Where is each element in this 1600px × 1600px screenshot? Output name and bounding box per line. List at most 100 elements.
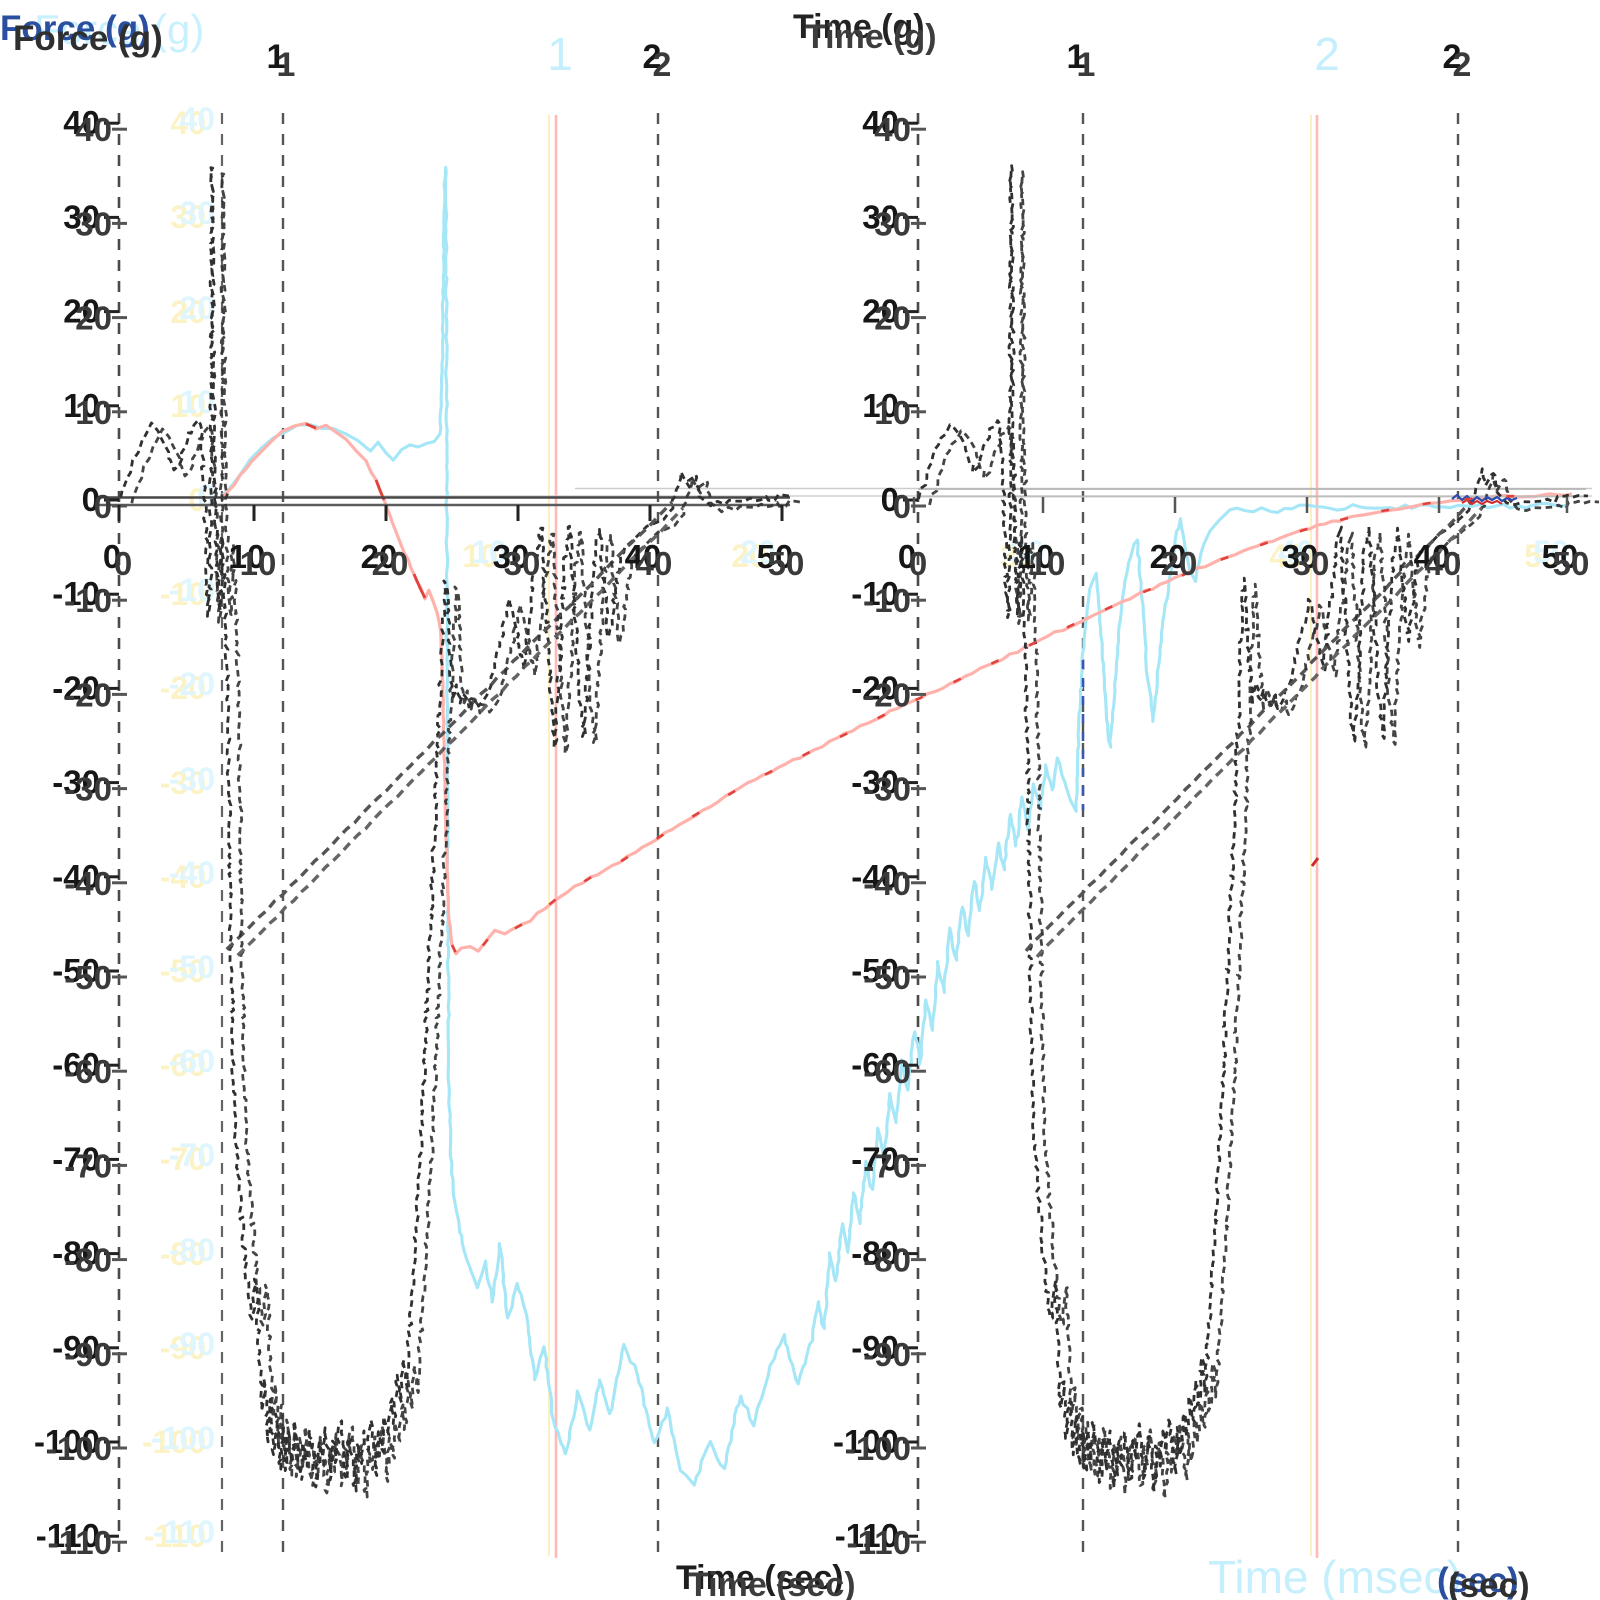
- svg-text:-100: -100: [833, 1423, 899, 1460]
- svg-text:0: 0: [94, 488, 112, 525]
- svg-text:-20: -20: [64, 676, 112, 713]
- svg-text:40: 40: [1278, 534, 1314, 570]
- svg-text:40: 40: [636, 545, 673, 582]
- svg-text:Time (g): Time (g): [793, 8, 925, 46]
- svg-text:-40: -40: [169, 855, 215, 891]
- svg-text:40: 40: [1425, 545, 1462, 582]
- svg-text:30: 30: [1282, 538, 1319, 575]
- svg-text:10: 10: [462, 538, 498, 574]
- svg-text:-10: -10: [851, 575, 899, 612]
- svg-text:40: 40: [862, 104, 899, 141]
- svg-text:40: 40: [1414, 538, 1451, 575]
- svg-text:-20: -20: [863, 676, 911, 713]
- svg-text:-90: -90: [160, 1330, 206, 1366]
- svg-text:0: 0: [114, 545, 132, 582]
- svg-text:20: 20: [361, 538, 398, 575]
- svg-text:-80: -80: [52, 1235, 100, 1272]
- svg-text:20: 20: [740, 534, 776, 570]
- svg-text:-20: -20: [169, 666, 215, 702]
- svg-text:-40: -40: [160, 859, 206, 895]
- svg-text:0: 0: [909, 545, 927, 582]
- svg-text:40: 40: [1269, 538, 1305, 574]
- svg-text:30: 30: [504, 545, 541, 582]
- svg-text:2: 2: [1314, 28, 1340, 80]
- svg-text:-100: -100: [34, 1423, 100, 1460]
- svg-text:-70: -70: [863, 1147, 911, 1184]
- svg-text:1: 1: [277, 46, 296, 84]
- svg-text:40: 40: [75, 111, 112, 148]
- svg-text:-30: -30: [851, 764, 899, 801]
- svg-text:-60: -60: [851, 1046, 899, 1083]
- svg-text:-50: -50: [52, 952, 100, 989]
- svg-text:10: 10: [75, 394, 112, 431]
- svg-text:Time (sec): Time (sec): [676, 1559, 844, 1597]
- svg-text:10: 10: [170, 388, 206, 424]
- svg-text:-70: -70: [64, 1147, 112, 1184]
- svg-text:40: 40: [874, 111, 911, 148]
- svg-text:10: 10: [229, 538, 266, 575]
- svg-text:-10: -10: [160, 576, 206, 612]
- svg-text:-110: -110: [153, 1514, 215, 1550]
- svg-text:10: 10: [240, 545, 277, 582]
- svg-text:-60: -60: [64, 1053, 112, 1090]
- svg-text:-20: -20: [160, 670, 206, 706]
- svg-text:-20: -20: [52, 669, 100, 706]
- svg-text:10: 10: [63, 387, 100, 424]
- svg-text:20: 20: [1150, 538, 1187, 575]
- svg-text:30: 30: [63, 198, 100, 235]
- svg-text:-50: -50: [169, 949, 215, 985]
- svg-text:-100: -100: [46, 1430, 112, 1467]
- svg-text:20: 20: [63, 293, 100, 330]
- svg-text:20: 20: [170, 294, 206, 330]
- svg-text:1: 1: [547, 28, 573, 80]
- svg-text:0: 0: [881, 481, 899, 518]
- svg-text:0: 0: [898, 538, 916, 575]
- svg-text:-80: -80: [863, 1242, 911, 1279]
- svg-text:20: 20: [372, 545, 409, 582]
- svg-text:20: 20: [179, 290, 215, 326]
- svg-text:-10: -10: [863, 582, 911, 619]
- svg-text:-30: -30: [160, 765, 206, 801]
- svg-text:-40: -40: [52, 858, 100, 895]
- svg-text:-60: -60: [169, 1043, 215, 1079]
- svg-text:-80: -80: [64, 1242, 112, 1279]
- svg-text:Time (msec): Time (msec): [1208, 1551, 1462, 1600]
- svg-text:-60: -60: [52, 1046, 100, 1083]
- svg-text:2: 2: [643, 38, 662, 76]
- svg-text:30: 30: [170, 199, 206, 235]
- svg-text:-20: -20: [851, 669, 899, 706]
- svg-text:0: 0: [188, 482, 206, 518]
- svg-text:50: 50: [1524, 538, 1560, 574]
- svg-text:-100: -100: [845, 1430, 911, 1467]
- svg-text:0: 0: [82, 481, 100, 518]
- svg-text:-70: -70: [160, 1141, 206, 1177]
- svg-text:-110: -110: [144, 1518, 206, 1554]
- svg-text:-110: -110: [847, 1524, 911, 1561]
- svg-text:20: 20: [731, 538, 767, 574]
- svg-text:50: 50: [1533, 534, 1569, 570]
- svg-text:-50: -50: [851, 952, 899, 989]
- svg-text:-40: -40: [863, 865, 911, 902]
- svg-text:-100: -100: [151, 1420, 215, 1456]
- svg-text:-80: -80: [160, 1236, 206, 1272]
- svg-text:-10: -10: [52, 575, 100, 612]
- svg-text:Force (g): Force (g): [34, 6, 204, 53]
- svg-text:(sec): (sec): [1437, 1561, 1519, 1600]
- svg-text:50: 50: [1542, 538, 1579, 575]
- svg-text:Time (g): Time (g): [805, 18, 937, 56]
- svg-text:-90: -90: [52, 1329, 100, 1366]
- svg-text:0: 0: [103, 538, 121, 575]
- svg-text:Force (g): Force (g): [0, 9, 150, 48]
- svg-text:30: 30: [862, 198, 899, 235]
- svg-text:1: 1: [1067, 38, 1086, 76]
- svg-text:-60: -60: [160, 1047, 206, 1083]
- svg-text:30: 30: [493, 538, 530, 575]
- svg-text:-70: -70: [851, 1140, 899, 1177]
- svg-text:40: 40: [170, 105, 206, 141]
- svg-text:Time (sec): Time (sec): [688, 1566, 856, 1600]
- svg-text:40: 40: [625, 538, 662, 575]
- svg-text:-70: -70: [169, 1137, 215, 1173]
- svg-text:-30: -30: [863, 771, 911, 808]
- svg-text:-60: -60: [863, 1053, 911, 1090]
- svg-text:-50: -50: [64, 959, 112, 996]
